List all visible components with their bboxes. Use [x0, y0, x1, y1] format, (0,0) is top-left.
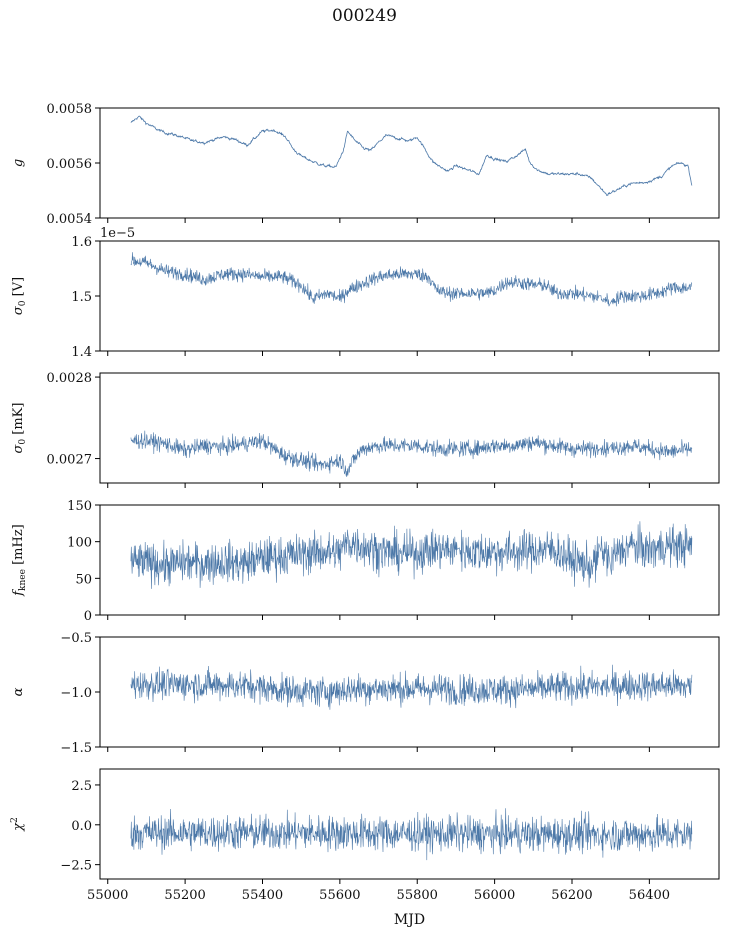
series-line-1 — [130, 115, 693, 197]
series-line-4 — [130, 521, 693, 589]
y-tick-label: 0.0 — [71, 819, 92, 834]
axes-frame — [99, 107, 720, 219]
panel-6: −2.5 0.0 2.5 55000 55200 55400 55600 55800 56000… — [10, 768, 720, 903]
y-tick-label: 1.6 — [71, 235, 92, 250]
y-axis-label: σ0 [mK] — [11, 403, 28, 454]
series-line-3 — [130, 430, 693, 477]
panel-5: −1.5 −1.0 −0.5 α — [11, 631, 720, 756]
x-tick-label: 56200 — [551, 888, 592, 903]
series-line-5 — [130, 664, 693, 710]
y-tick-label: 1.5 — [71, 290, 92, 305]
y-tick-label: 150 — [67, 499, 92, 514]
y-tick-label: 0.0054 — [47, 212, 93, 227]
panel-3: 0.0027 0.0028 σ0 [mK] — [11, 371, 720, 488]
y-axis-label: σ0 [V] — [11, 277, 28, 315]
x-tick-label: 56000 — [474, 888, 515, 903]
axes-frame — [99, 372, 720, 484]
y-axis-label: fknee [mHz] — [11, 524, 28, 597]
y-tick-label: 0.0028 — [47, 371, 93, 386]
series-line-2 — [130, 252, 693, 307]
x-tick-label: 55600 — [319, 888, 360, 903]
series-line-6 — [130, 808, 693, 861]
y-tick-label: 0 — [84, 609, 92, 624]
y-tick-label: −1.0 — [60, 686, 92, 701]
y-axis-label: g — [11, 159, 26, 167]
y-tick-label: 2.5 — [71, 779, 92, 794]
panel-4: 0 50 100 150 fknee [mHz] — [11, 499, 720, 624]
y-tick-label: −0.5 — [60, 631, 92, 646]
y-tick-label: 0.0056 — [47, 157, 93, 172]
y-tick-label: 100 — [67, 536, 92, 551]
x-tick-label: 56400 — [629, 888, 670, 903]
x-tick-label: 55400 — [242, 888, 283, 903]
y-tick-label: 1.4 — [71, 345, 92, 360]
y-tick-label: −1.5 — [60, 741, 92, 756]
y-tick-label: −2.5 — [60, 859, 92, 874]
offset-label: 1e−5 — [100, 226, 135, 241]
axes-frame — [99, 768, 720, 880]
y-axis-label: α — [11, 687, 26, 696]
figure-title: 000249 — [332, 6, 397, 26]
axes-frame — [99, 504, 720, 616]
y-tick-label: 50 — [75, 572, 92, 587]
panel-2: 1.4 1.5 1.6 1e−5 σ0 [V] — [11, 226, 720, 360]
panel-1: 0.0054 0.0056 0.0058 g — [11, 102, 720, 227]
x-axis-label: MJD — [394, 912, 425, 928]
y-tick-label: 0.0027 — [47, 453, 93, 468]
y-axis-label: χ2 — [10, 817, 26, 832]
x-tick-label: 55000 — [87, 888, 128, 903]
x-tick-label: 55200 — [164, 888, 205, 903]
x-tick-label: 55800 — [397, 888, 438, 903]
y-tick-label: 0.0058 — [47, 102, 93, 117]
